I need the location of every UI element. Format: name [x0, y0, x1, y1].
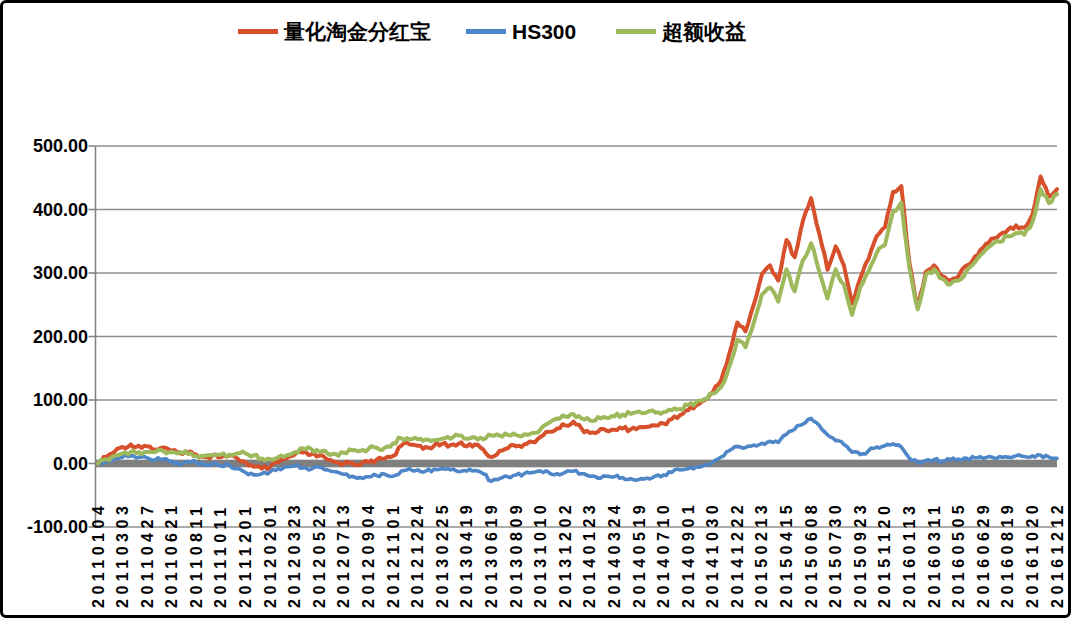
legend-swatch-fund: [238, 29, 278, 34]
x-axis-label-20131010: 20131010: [532, 501, 549, 608]
x-axis-label-20151120: 20151120: [876, 502, 893, 608]
x-axis-label-20111201: 20111201: [237, 503, 254, 608]
x-axis-label-20150213: 20150213: [753, 501, 770, 608]
x-axis-label-20110427: 20110427: [139, 502, 156, 608]
x-axis-label-20131202: 20131202: [557, 501, 574, 608]
legend-label-hs300: HS300: [512, 21, 576, 42]
x-axis-label-20110621: 20110621: [163, 502, 180, 608]
x-axis-label-20130225: 20130225: [434, 501, 451, 608]
legend-label-excess: 超额收益: [662, 21, 746, 42]
x-axis-label-20141222: 20141222: [729, 501, 746, 608]
x-axis-label-20130619: 20130619: [483, 501, 500, 608]
legend-item-fund: 量化淘金分红宝: [238, 16, 431, 46]
x-axis-label-20121101: 20121101: [385, 502, 402, 608]
x-axis-label-20160505: 20160505: [950, 501, 967, 608]
legend-item-excess: 超额收益: [616, 16, 746, 46]
legend-swatch-hs300: [466, 29, 506, 34]
chart-plot-area: 500.00 400.00 300.00 200.00 100.00 0.00 -100.0…: [0, 0, 1071, 618]
legend-label-fund: 量化淘金分红宝: [284, 21, 431, 42]
y-axis-label-200: 200.00: [33, 327, 88, 347]
x-axis-label-20160113: 20160113: [901, 502, 918, 608]
x-axis-label-20130419: 20130419: [458, 501, 475, 608]
x-axis-label-20140710: 20140710: [655, 501, 672, 608]
x-axis-label-20120323: 20120323: [286, 501, 303, 608]
x-axis-label-20110811: 20110811: [188, 503, 205, 608]
x-axis-label-20111011: 20111011: [212, 503, 229, 608]
x-axis-label-20150923: 20150923: [852, 501, 869, 608]
y-axis-label-400: 400.00: [33, 200, 88, 220]
x-axis-label-20140324: 20140324: [606, 501, 623, 608]
legend-item-hs300: HS300: [466, 16, 576, 46]
x-axis-label-20160629: 20160629: [975, 501, 992, 608]
x-axis-label-20120522: 20120522: [311, 501, 328, 608]
x-axis-label-20161212: 20161212: [1049, 501, 1066, 608]
y-axis-label-500: 500.00: [33, 136, 88, 156]
y-axis-label--100: -100.00: [27, 517, 88, 537]
x-axis-label-20140123: 20140123: [581, 501, 598, 608]
x-axis-label-20110303: 20110303: [114, 502, 131, 608]
legend: 量化淘金分红宝 HS300 超额收益: [0, 16, 1071, 46]
y-axis-label-0: 0.00: [53, 454, 88, 474]
chart-frame: 500.00 400.00 300.00 200.00 100.00 0.00 -100.0…: [0, 0, 1071, 618]
x-axis-label-20150730: 20150730: [827, 501, 844, 608]
x-axis-label-20160819: 20160819: [999, 501, 1016, 608]
y-axis-label-300: 300.00: [33, 263, 88, 283]
x-axis-label-20160311: 20160311: [926, 502, 943, 608]
x-axis-label-20141030: 20141030: [704, 501, 721, 608]
y-axis-label-100: 100.00: [33, 390, 88, 410]
legend-swatch-excess: [616, 29, 656, 34]
x-axis-label-20150608: 20150608: [803, 501, 820, 608]
x-axis-label-20120904: 20120904: [360, 501, 377, 608]
x-axis-label-20110104: 20110104: [90, 502, 107, 608]
x-axis-label-20120201: 20120201: [262, 501, 279, 608]
series-line-fund: [98, 177, 1057, 470]
x-axis-label-20121224: 20121224: [409, 501, 426, 608]
x-axis-label-20130809: 20130809: [508, 501, 525, 608]
x-axis-label-20161020: 20161020: [1024, 501, 1041, 608]
x-axis-label-20150415: 20150415: [778, 501, 795, 608]
x-axis-label-20140519: 20140519: [631, 501, 648, 608]
x-axis-label-20120713: 20120713: [335, 501, 352, 608]
series-line-excess: [98, 189, 1057, 463]
x-axis-label-20140901: 20140901: [680, 501, 697, 608]
